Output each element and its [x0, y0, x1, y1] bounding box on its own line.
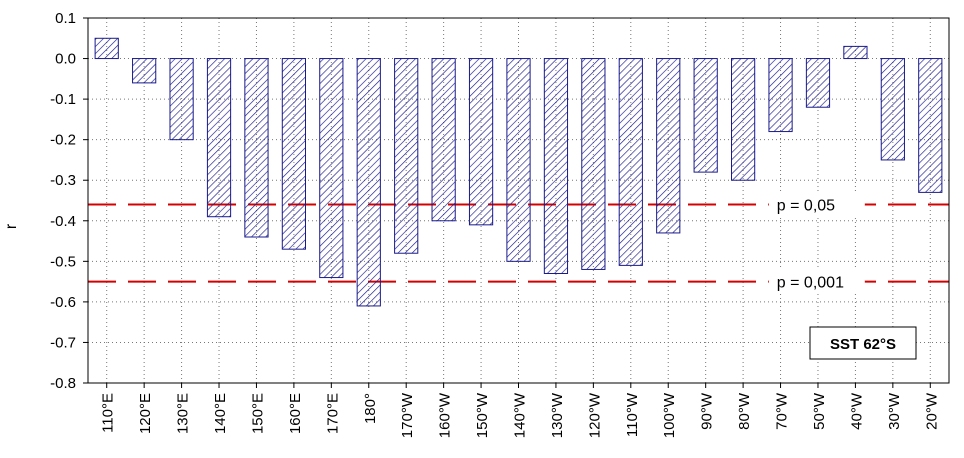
bar	[656, 58, 681, 234]
x-tick-label: 140°W	[512, 392, 529, 438]
bar	[805, 58, 831, 108]
x-tick-label: 20°W	[923, 392, 940, 430]
reference-label: p = 0,001	[777, 275, 844, 292]
bar	[543, 58, 569, 274]
bar	[132, 58, 157, 84]
x-tick-label: 160°W	[437, 392, 454, 438]
bar	[918, 58, 943, 193]
bar	[206, 58, 232, 218]
bar	[731, 58, 756, 181]
y-axis: 0.1 0.0 -0.1 -0.2 -0.3 -0.4 -0.5 -0.6 -0.7 -0.8	[50, 10, 88, 392]
bar	[468, 58, 494, 226]
x-tick-label: 140°E	[212, 393, 229, 434]
y-tick-label: -0.1	[50, 91, 76, 108]
x-tick-label: 40°W	[848, 392, 865, 430]
y-tick-label: 0.1	[55, 10, 76, 27]
x-tick-label: 70°W	[774, 392, 791, 430]
bar	[94, 37, 119, 60]
bar	[693, 58, 718, 173]
y-tick-label: -0.3	[50, 172, 76, 189]
bar	[506, 58, 531, 262]
bar	[431, 58, 456, 222]
y-axis-label: r	[3, 223, 20, 229]
x-tick-label: 160°E	[287, 393, 304, 434]
bar	[843, 45, 868, 60]
x-tick-label: 110°E	[100, 393, 117, 433]
annotation-label: SST 62°S	[830, 336, 896, 353]
bar	[244, 58, 269, 238]
bar	[319, 58, 344, 279]
y-tick-label: -0.8	[50, 375, 76, 392]
y-tick-label: -0.7	[50, 334, 76, 351]
x-tick-label: 90°W	[699, 392, 716, 430]
bar	[880, 58, 905, 161]
bar	[768, 58, 793, 133]
bar	[394, 58, 419, 254]
x-tick-label: 150°E	[249, 393, 266, 434]
x-tick-label: 50°W	[811, 392, 828, 430]
bar	[618, 58, 643, 266]
y-tick-label: -0.2	[50, 132, 76, 149]
x-tick-label: 130°W	[549, 392, 566, 438]
y-tick-label: -0.5	[50, 253, 76, 270]
x-tick-label: 180°	[362, 393, 379, 424]
bar	[169, 58, 194, 141]
y-tick-label: -0.6	[50, 294, 76, 311]
y-tick-label: -0.4	[50, 213, 76, 230]
x-tick-label: 120°E	[137, 393, 154, 434]
bars	[94, 37, 943, 307]
x-axis: 110°E 120°E 130°E 140°E 150°E 160°E 170°E 180° 1…	[100, 383, 940, 438]
reference-lines: p = 0,05 p = 0,001	[88, 192, 949, 294]
annotation-box: SST 62°S	[809, 326, 917, 360]
x-tick-label: 130°E	[175, 393, 192, 434]
y-tick-label: 0.0	[55, 51, 76, 68]
x-tick-label: 110°W	[624, 392, 641, 437]
reference-label-bg	[768, 269, 865, 294]
x-tick-label: 170°W	[399, 392, 416, 438]
bar	[581, 58, 606, 270]
reference-label-bg	[768, 192, 865, 217]
x-tick-label: 80°W	[736, 392, 753, 430]
x-tick-label: 120°W	[586, 392, 603, 438]
x-tick-label: 150°W	[474, 392, 491, 438]
x-tick-label: 30°W	[886, 392, 903, 430]
bar	[356, 58, 381, 307]
x-tick-label: 170°E	[324, 393, 341, 434]
bar	[281, 58, 306, 250]
reference-label: p = 0,05	[777, 198, 835, 215]
x-tick-label: 100°W	[661, 392, 678, 438]
